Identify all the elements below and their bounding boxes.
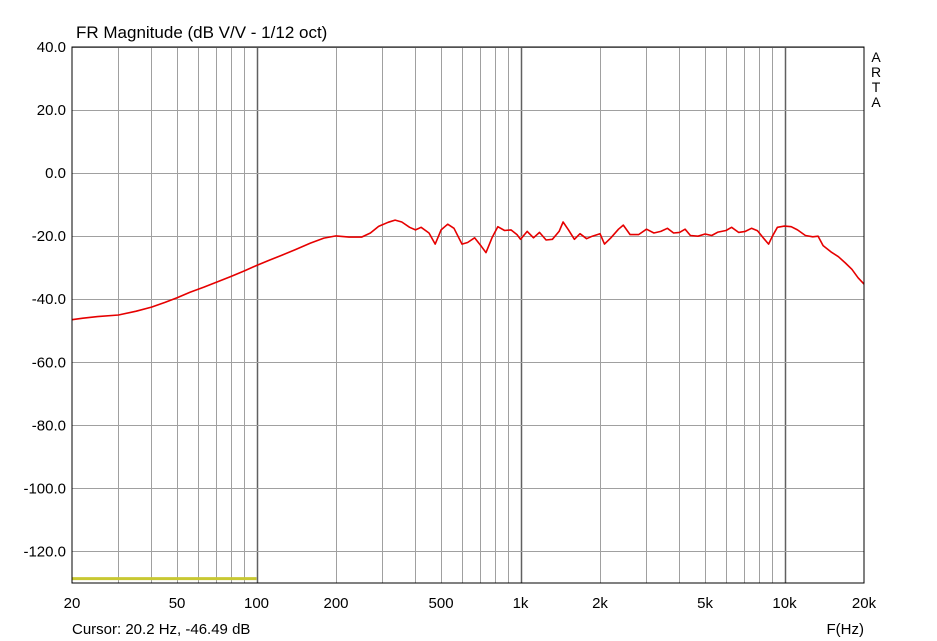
y-tick-label: 0.0 — [45, 165, 66, 182]
x-tick-label: 20 — [64, 595, 81, 612]
y-tick-label: -100.0 — [23, 480, 66, 497]
y-tick-label: -40.0 — [32, 291, 66, 308]
arta-brand-letter: A — [871, 94, 881, 110]
x-tick-label: 500 — [429, 595, 454, 612]
y-tick-label: -80.0 — [32, 417, 66, 434]
x-tick-label: 1k — [513, 595, 529, 612]
cursor-readout: Cursor: 20.2 Hz, -46.49 dB — [72, 621, 250, 638]
x-axis-tick-labels: 20 50 100 200 500 1k 2k 5k 10k 20k — [64, 595, 877, 612]
grid — [72, 47, 864, 583]
x-tick-label: 100 — [244, 595, 269, 612]
chart-title: FR Magnitude (dB V/V - 1/12 oct) — [76, 23, 327, 42]
arta-brand-letter: T — [872, 79, 881, 95]
y-axis-tick-labels: 40.0 20.0 0.0 -20.0 -40.0 -60.0 -80.0 -100.0 -12… — [23, 39, 66, 560]
plot-frame — [71, 46, 865, 584]
x-tick-label: 5k — [697, 595, 713, 612]
x-tick-label: 10k — [772, 595, 797, 612]
arta-brand-letter: R — [871, 64, 881, 80]
frequency-response-curve — [71, 219, 865, 321]
y-tick-label: 20.0 — [37, 102, 66, 119]
y-tick-label: -60.0 — [32, 354, 66, 371]
arta-brand-letter: A — [871, 49, 881, 65]
x-axis-label: F(Hz) — [827, 621, 865, 638]
curve-layer — [71, 219, 865, 321]
x-tick-label: 20k — [852, 595, 877, 612]
y-tick-label: -20.0 — [32, 228, 66, 245]
x-tick-label: 200 — [323, 595, 348, 612]
x-tick-label: 2k — [592, 595, 608, 612]
y-tick-label: 40.0 — [37, 39, 66, 56]
x-tick-label: 50 — [169, 595, 186, 612]
y-tick-label: -120.0 — [23, 543, 66, 560]
